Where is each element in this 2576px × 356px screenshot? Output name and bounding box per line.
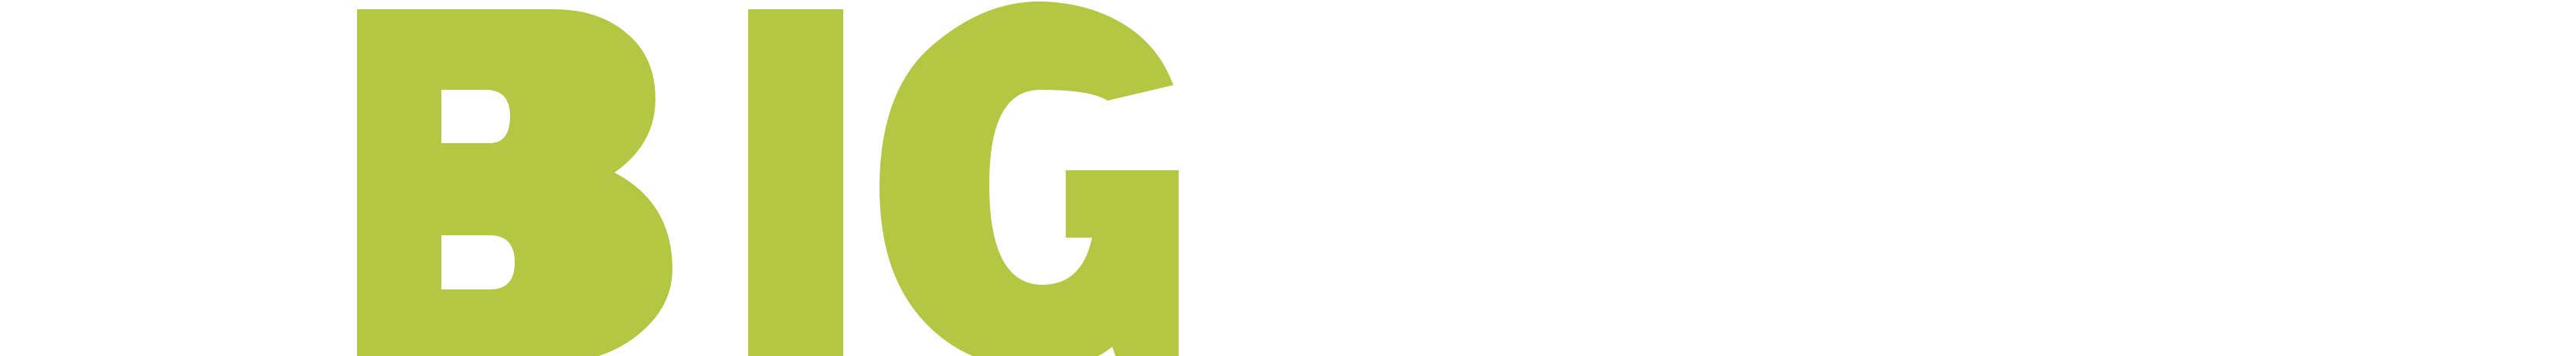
logo-letter-i: [748, 9, 843, 356]
logo-letter-g: [880, 1, 1179, 356]
logo-letter-b: [357, 9, 672, 356]
